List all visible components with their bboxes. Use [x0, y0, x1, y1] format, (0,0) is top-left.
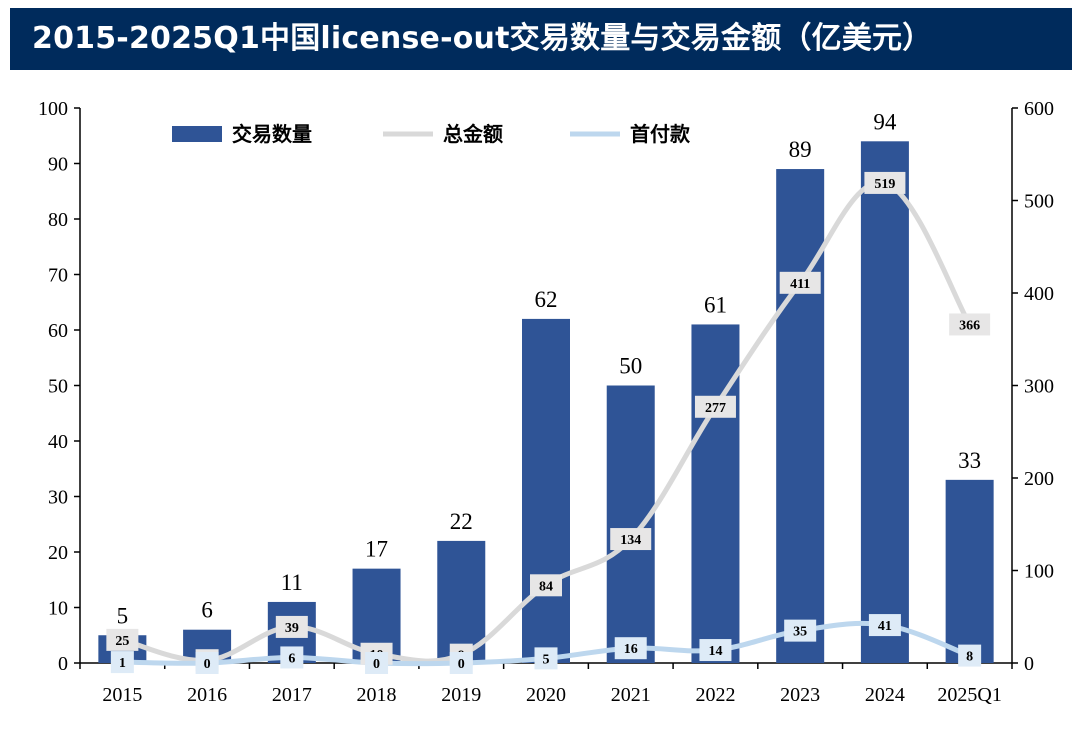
right-tick-label: 200: [1024, 468, 1054, 490]
upfront-payment-label-box: [110, 651, 134, 674]
x-tick-label: 2019: [441, 684, 481, 706]
bar-value-label: 89: [789, 137, 812, 162]
bar: [691, 324, 740, 663]
bar: [437, 540, 486, 663]
upfront-payment-label: 41: [878, 619, 892, 634]
x-tick-label: 2024: [865, 684, 905, 706]
upfront-payment-label: 35: [793, 625, 807, 640]
left-tick-label: 90: [48, 154, 68, 176]
left-tick-label: 0: [58, 653, 68, 675]
data-labels: 2533910984134277411519366106005161435418: [106, 171, 991, 674]
upfront-payment-label: 6: [288, 651, 295, 666]
total-amount-label: 366: [959, 318, 980, 333]
legend-label-total: 总金额: [443, 122, 503, 146]
x-tick-label: 2018: [357, 684, 397, 706]
upfront-payment-label: 8: [966, 650, 973, 665]
upfront-payment-label-box: [280, 646, 304, 669]
legend-swatch-count: [172, 126, 222, 142]
upfront-payment-label-box: [784, 619, 817, 642]
total-amount-label-box: [610, 528, 652, 551]
bar: [945, 479, 994, 663]
x-tick-label: 2021: [611, 684, 651, 706]
left-tick-label: 40: [48, 431, 68, 453]
total-amount-label-box: [949, 313, 991, 336]
upfront-payment-label-box: [449, 652, 473, 674]
right-tick-label: 400: [1024, 283, 1054, 305]
bar: [776, 169, 825, 664]
left-tick-label: 50: [48, 376, 68, 398]
left-tick-label: 100: [38, 98, 68, 120]
bar: [606, 385, 655, 663]
bars: 5 6 11 17 22 62 50 61 89 94 33: [98, 109, 994, 664]
right-tick-label: 0: [1024, 653, 1034, 675]
left-tick-label: 10: [48, 598, 68, 620]
total-amount-label-box: [694, 395, 736, 418]
upfront-payment-label-box: [614, 637, 647, 660]
bar-value-label: 5: [117, 603, 129, 628]
upfront-payment-label-box: [195, 652, 219, 674]
bar-value-label: 94: [873, 109, 897, 134]
x-tick-label: 2020: [526, 684, 566, 706]
upfront-payment-label: 5: [543, 652, 550, 667]
total-amount-label: 519: [874, 177, 895, 192]
title-bar: 2015-2025Q1中国license-out交易数量与交易金额（亿美元）: [10, 8, 1072, 70]
upfront-payment-label: 0: [204, 657, 211, 672]
upfront-payment-label-box: [958, 644, 982, 667]
total-amount-label: 277: [705, 401, 726, 416]
chart-title: 2015-2025Q1中国license-out交易数量与交易金额（亿美元）: [32, 21, 933, 56]
right-tick-label: 100: [1024, 561, 1054, 583]
upfront-payment-label: 0: [458, 657, 465, 672]
bar-value-label: 61: [704, 292, 727, 317]
bar-value-label: 33: [958, 448, 981, 473]
x-tick-label: 2025Q1: [937, 684, 1001, 706]
bar-value-label: 11: [281, 570, 303, 595]
left-tick-label: 60: [48, 320, 68, 342]
left-tick-label: 80: [48, 209, 68, 231]
bar-value-label: 6: [201, 598, 213, 623]
right-tick-label: 600: [1024, 98, 1054, 120]
bar-value-label: 22: [450, 509, 473, 534]
total-amount-label-box: [864, 171, 906, 194]
right-tick-label: 300: [1024, 376, 1054, 398]
legend-label-upfront: 首付款: [630, 122, 691, 146]
legend: 交易数量 总金额 首付款: [172, 122, 691, 146]
total-amount-label: 411: [790, 277, 810, 292]
upfront-payment-label: 0: [373, 657, 380, 672]
bar-value-label: 17: [365, 537, 388, 562]
upfront-payment-label-box: [699, 639, 732, 662]
total-amount-label: 134: [620, 533, 641, 548]
total-amount-label-box: [106, 628, 139, 651]
bar: [522, 318, 570, 663]
chart: 0102030405060708090100010020030040050060…: [38, 98, 1054, 706]
x-tick-label: 2015: [102, 684, 142, 706]
left-tick-label: 20: [48, 542, 68, 564]
upfront-payment-label-box: [534, 647, 558, 670]
upfront-payment-label-box: [868, 614, 901, 637]
x-tick-label: 2023: [780, 684, 820, 706]
total-amount-label: 84: [539, 579, 553, 594]
total-amount-label-box: [530, 574, 562, 597]
total-amount-label: 25: [115, 634, 129, 649]
bar-value-label: 50: [619, 354, 642, 379]
x-tick-label: 2016: [187, 684, 227, 706]
upfront-payment-label: 1: [119, 656, 126, 671]
upfront-payment-label-box: [365, 652, 389, 674]
legend-label-count: 交易数量: [232, 122, 312, 146]
bar: [860, 141, 909, 664]
left-tick-label: 30: [48, 487, 68, 509]
x-tick-label: 2017: [272, 684, 312, 706]
bar-value-label: 62: [535, 287, 558, 312]
total-amount-label: 39: [285, 621, 299, 636]
axes: 0102030405060708090100010020030040050060…: [38, 98, 1054, 706]
upfront-payment-label: 16: [624, 642, 638, 657]
left-tick-label: 70: [48, 265, 68, 287]
upfront-payment-label: 14: [708, 644, 722, 659]
right-tick-label: 500: [1024, 191, 1054, 213]
total-amount-label-box: [275, 615, 308, 638]
total-amount-label-box: [779, 271, 821, 294]
x-tick-label: 2022: [695, 684, 735, 706]
